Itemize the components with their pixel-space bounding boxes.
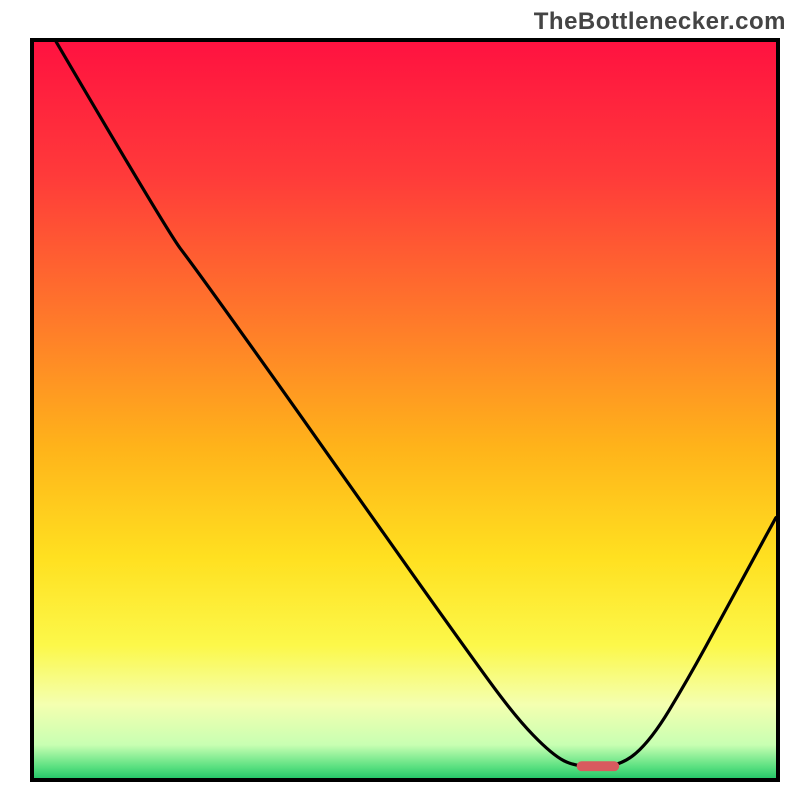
watermark: TheBottlenecker.com (534, 8, 786, 36)
plot-svg (34, 42, 776, 778)
plot-background (34, 42, 776, 778)
chart-container: TheBottlenecker.com (0, 0, 800, 800)
optimal-marker (577, 762, 619, 771)
plot-area (30, 38, 780, 782)
